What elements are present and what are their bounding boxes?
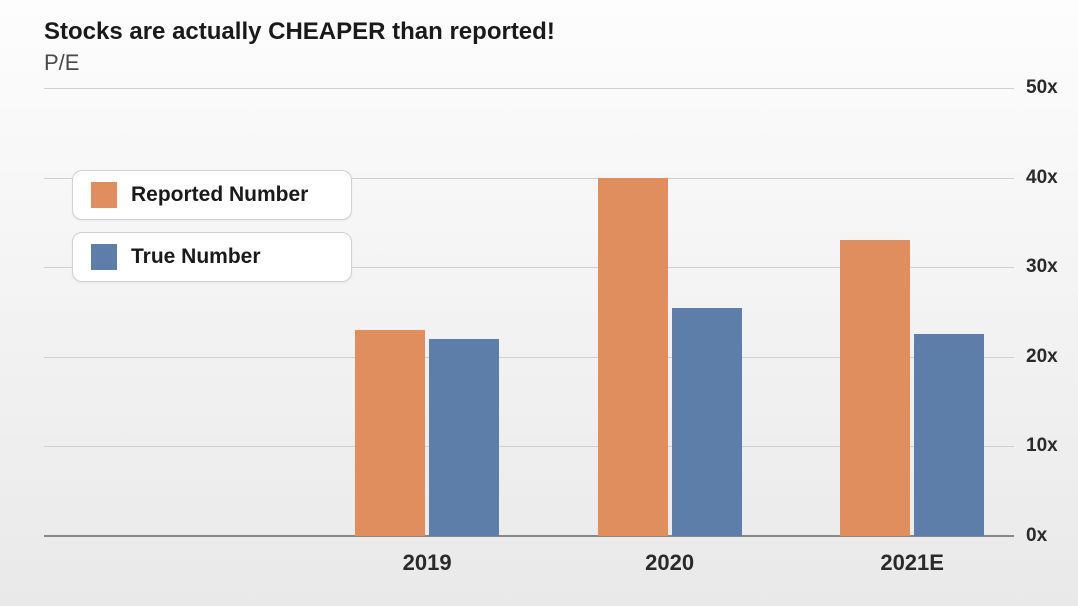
bar	[840, 240, 910, 536]
bar	[914, 334, 984, 536]
bar	[355, 330, 425, 536]
x-tick-label: 2021E	[880, 550, 944, 576]
y-tick-label: 10x	[1026, 435, 1058, 457]
legend-label: Reported Number	[131, 183, 308, 207]
y-tick-label: 0x	[1026, 525, 1047, 547]
chart-subtitle: P/E	[44, 50, 79, 76]
x-tick-label: 2020	[645, 550, 694, 576]
y-tick-label: 50x	[1026, 77, 1058, 99]
y-tick-label: 30x	[1026, 256, 1058, 278]
plot-area: 0x10x20x30x40x50x201920202021E	[44, 88, 1014, 536]
chart-title: Stocks are actually CHEAPER than reporte…	[44, 18, 555, 46]
gridline	[44, 88, 1014, 89]
legend-label: True Number	[131, 245, 261, 269]
legend-item: True Number	[72, 232, 352, 282]
x-tick-label: 2019	[403, 550, 452, 576]
y-tick-label: 40x	[1026, 167, 1058, 189]
bar	[429, 339, 499, 536]
bar	[598, 178, 668, 536]
bar	[672, 308, 742, 536]
legend-item: Reported Number	[72, 170, 352, 220]
y-tick-label: 20x	[1026, 346, 1058, 368]
legend-swatch	[91, 182, 117, 208]
legend-swatch	[91, 244, 117, 270]
